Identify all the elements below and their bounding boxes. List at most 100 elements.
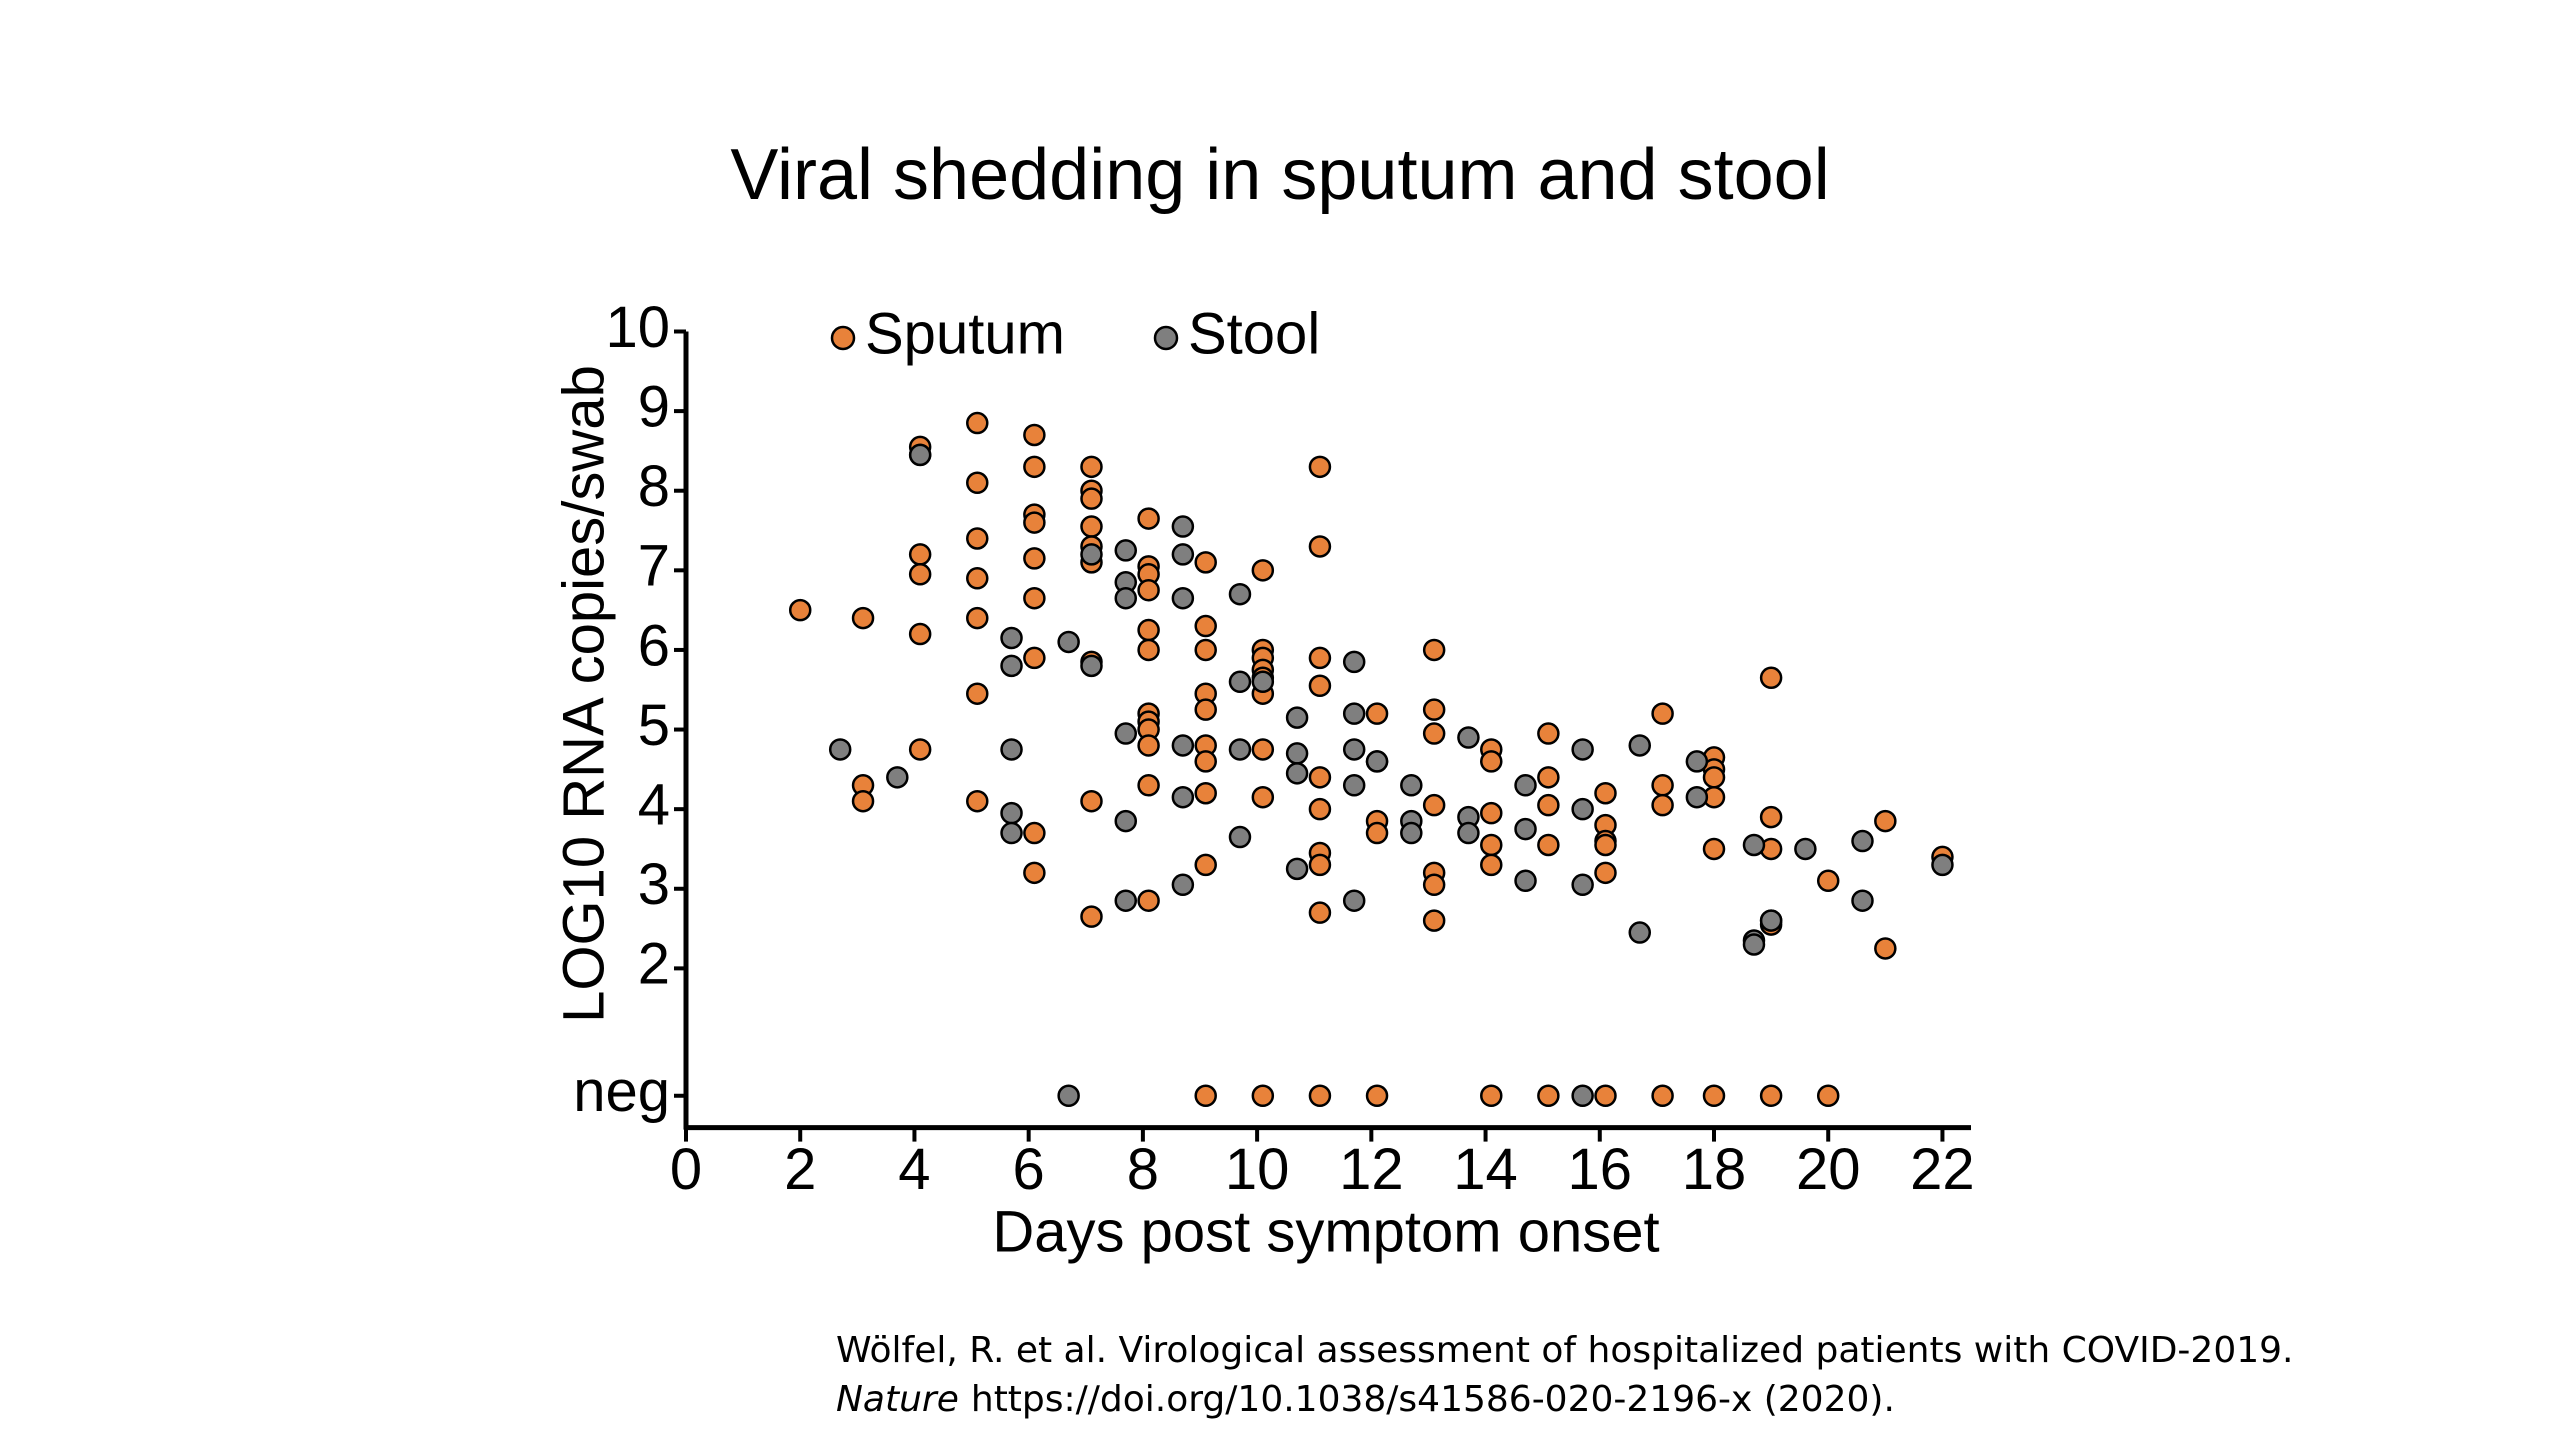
point	[1594, 1084, 1617, 1108]
point	[1114, 722, 1138, 745]
point	[1571, 797, 1594, 821]
point	[1457, 726, 1480, 749]
point	[1931, 853, 1954, 877]
point	[1422, 873, 1446, 897]
point	[1308, 853, 1332, 877]
point	[1702, 1084, 1726, 1108]
citation-journal: Nature	[836, 1379, 959, 1420]
y-tick-label: 10	[605, 295, 670, 360]
point	[1759, 805, 1783, 829]
point	[1251, 670, 1275, 694]
point	[1571, 738, 1594, 761]
point	[1422, 909, 1446, 932]
point	[1114, 539, 1138, 562]
point	[1342, 650, 1366, 674]
point	[1023, 646, 1046, 670]
chart-title: Viral shedding in sputum and stool	[730, 135, 1829, 215]
point	[1537, 766, 1560, 789]
point	[1342, 702, 1366, 725]
point	[1400, 774, 1423, 797]
point	[1137, 889, 1160, 912]
point	[1251, 1084, 1275, 1108]
x-tick-label: 4	[898, 1137, 930, 1202]
point	[1228, 582, 1252, 606]
point	[1742, 933, 1766, 956]
point	[966, 567, 989, 590]
point	[1285, 762, 1309, 785]
y-tick-label: 5	[638, 693, 670, 758]
point	[1251, 785, 1275, 809]
point	[908, 563, 932, 586]
point	[1023, 547, 1046, 570]
point	[1171, 543, 1195, 566]
y-tick-label: 9	[638, 374, 670, 439]
point	[1651, 793, 1674, 817]
point	[1874, 937, 1897, 960]
point	[1023, 861, 1046, 885]
point	[1137, 638, 1160, 662]
point	[1594, 781, 1617, 805]
point	[851, 606, 875, 630]
x-tick-label: 2	[784, 1137, 816, 1202]
point	[1742, 833, 1766, 857]
point	[1422, 638, 1446, 662]
point	[851, 789, 875, 813]
point	[1365, 750, 1389, 773]
point	[1702, 837, 1726, 861]
x-tick-label: 18	[1682, 1137, 1747, 1202]
point	[1308, 901, 1332, 924]
point	[1594, 833, 1617, 857]
point	[1137, 618, 1160, 642]
point	[908, 443, 932, 467]
point	[1308, 766, 1332, 789]
x-tick-label: 20	[1796, 1137, 1861, 1202]
point	[1851, 889, 1874, 912]
legend-label: Stool	[1188, 301, 1320, 366]
point	[1023, 821, 1046, 845]
x-tick-label: 0	[670, 1137, 702, 1202]
point	[1308, 455, 1332, 479]
point	[1080, 543, 1103, 566]
point	[1537, 1084, 1560, 1108]
point	[1480, 750, 1503, 773]
point	[966, 411, 989, 435]
y-tick-label: 6	[638, 613, 670, 678]
point	[1514, 774, 1537, 797]
point	[1308, 1084, 1332, 1108]
point	[1342, 738, 1366, 761]
point	[1400, 821, 1423, 845]
point	[1137, 734, 1160, 757]
point	[966, 606, 989, 630]
point	[1651, 702, 1674, 725]
point	[1114, 889, 1138, 912]
y-tick-label: 4	[638, 772, 670, 837]
point	[1000, 738, 1023, 761]
point	[1251, 738, 1275, 761]
point	[1759, 1084, 1783, 1108]
point	[1537, 793, 1560, 817]
point	[886, 766, 909, 789]
point	[1794, 837, 1817, 861]
y-tick-label: 7	[638, 534, 670, 599]
point	[1514, 869, 1537, 893]
point	[1594, 861, 1617, 885]
point	[966, 789, 989, 813]
point	[1194, 750, 1217, 773]
point	[1651, 1084, 1674, 1108]
point	[1023, 423, 1046, 447]
point	[1000, 801, 1023, 825]
point	[1628, 921, 1652, 944]
point	[1251, 559, 1275, 582]
point	[1171, 515, 1195, 538]
point	[1171, 873, 1195, 897]
point	[1080, 515, 1103, 538]
point	[1057, 1084, 1080, 1108]
point	[1365, 821, 1389, 845]
point	[1571, 1084, 1594, 1108]
point	[1137, 507, 1160, 530]
point	[1171, 586, 1195, 610]
point	[1308, 797, 1332, 821]
point	[1514, 817, 1537, 841]
point	[1057, 630, 1080, 654]
point	[1080, 487, 1103, 510]
